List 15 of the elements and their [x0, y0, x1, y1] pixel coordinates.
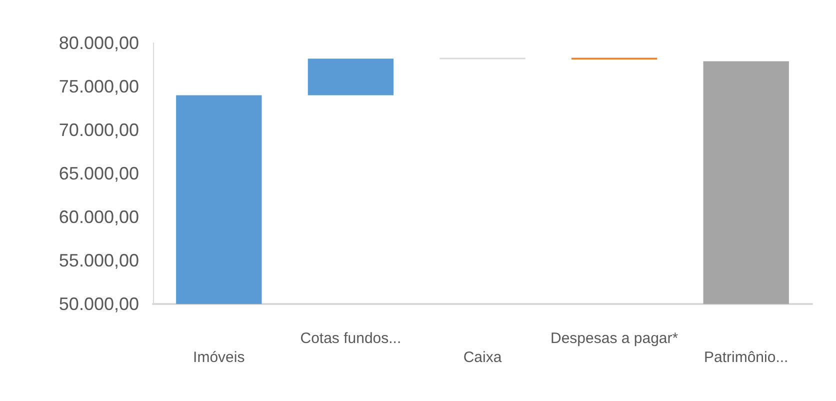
y-tick-label: 50.000,00: [58, 294, 139, 314]
y-tick-label: 60.000,00: [58, 207, 139, 227]
x-tick-label: Imóveis: [193, 349, 245, 366]
x-tick-label: Patrimônio...: [704, 349, 788, 366]
x-tick-label: Despesas a pagar*: [550, 330, 678, 347]
bar: [703, 61, 789, 304]
y-tick-label: 75.000,00: [58, 76, 139, 96]
y-tick-label: 80.000,00: [58, 33, 139, 53]
bar: [308, 58, 394, 96]
y-tick-label: 55.000,00: [58, 250, 139, 270]
y-tick-label: 65.000,00: [58, 164, 139, 184]
x-tick-label: Caixa: [463, 349, 502, 366]
bar: [176, 95, 262, 304]
y-tick-label: 70.000,00: [58, 120, 139, 140]
x-tick-label: Cotas fundos...: [300, 330, 402, 347]
